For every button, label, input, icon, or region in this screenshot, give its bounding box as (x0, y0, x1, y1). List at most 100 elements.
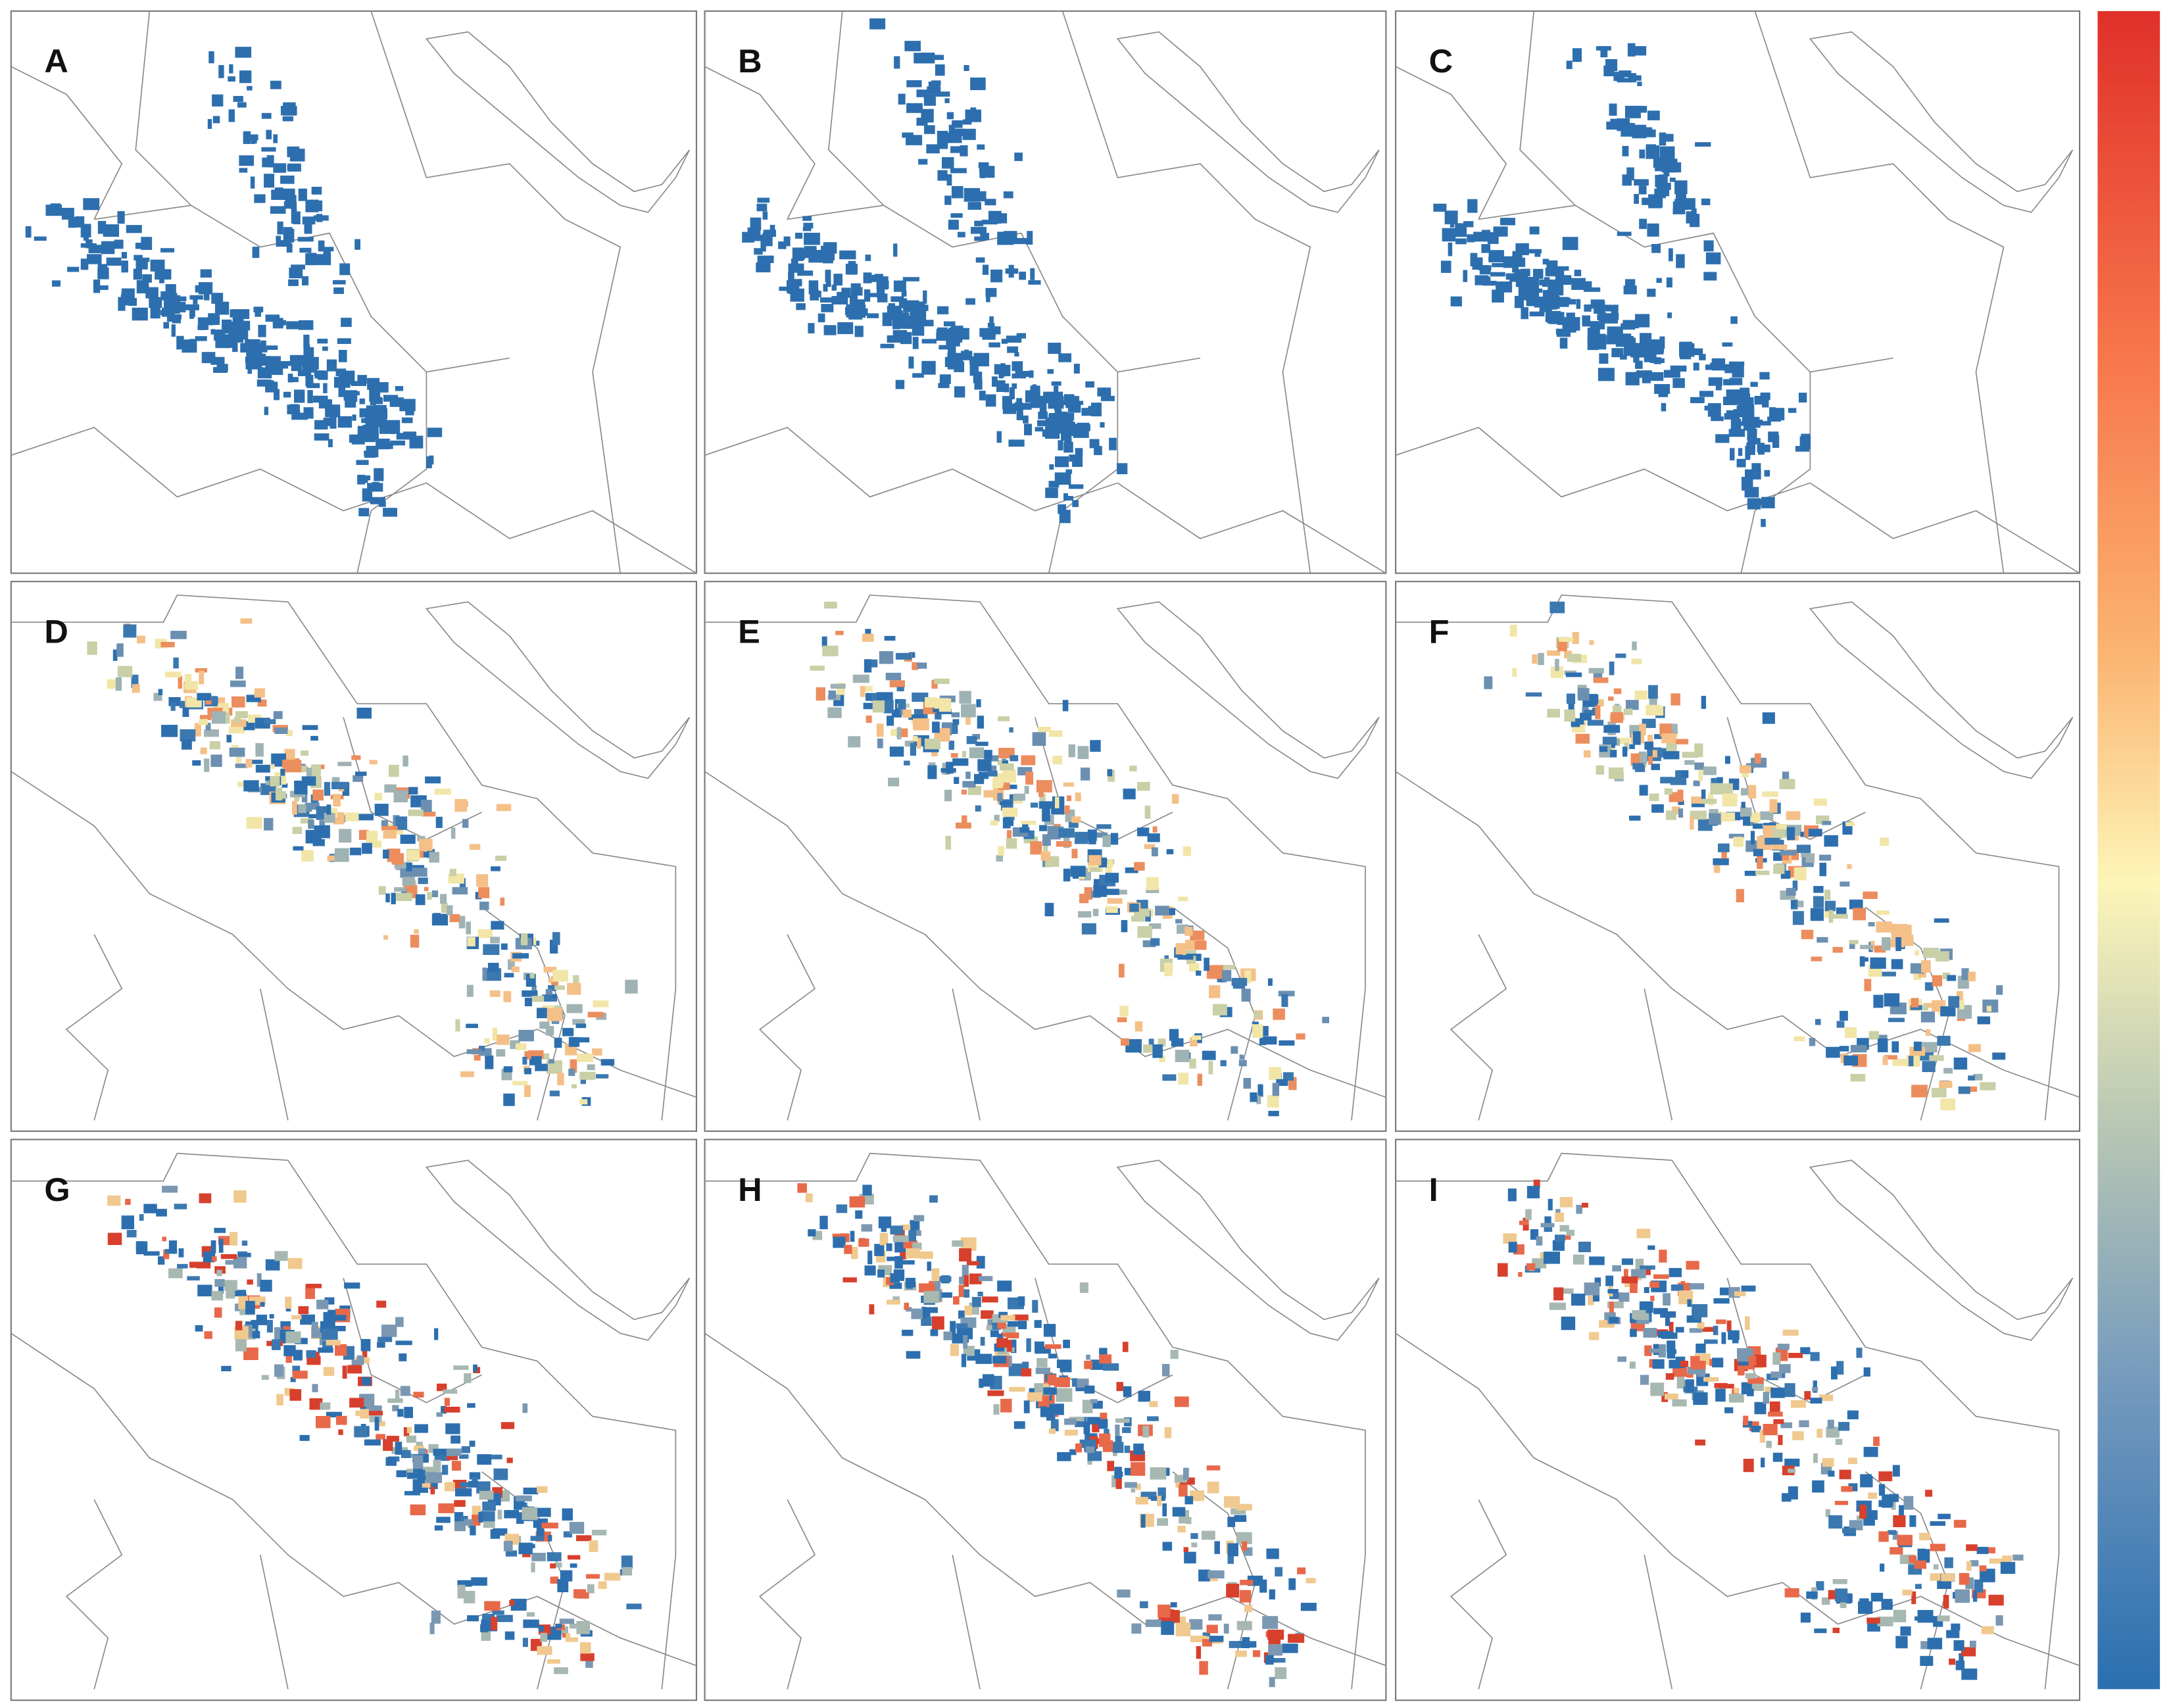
habitat-patch (1786, 888, 1796, 896)
habitat-patch (567, 983, 581, 995)
habitat-patch (1659, 134, 1674, 142)
habitat-patch (1115, 1436, 1122, 1448)
habitat-patch (433, 1328, 439, 1340)
habitat-patch (890, 1225, 904, 1235)
habitat-patch (1769, 407, 1776, 418)
panel-frame (704, 1138, 1387, 1701)
habitat-patch (225, 712, 230, 724)
habitat-patch (931, 1268, 940, 1282)
habitat-patch (360, 1338, 371, 1352)
habitat-patch (1013, 1314, 1029, 1321)
habitat-patch (245, 759, 253, 768)
habitat-patch (1647, 735, 1653, 747)
habitat-patch (315, 1416, 331, 1428)
habitat-patch (1014, 152, 1023, 161)
habitat-patch (1703, 1339, 1718, 1344)
habitat-patch (959, 1248, 972, 1262)
habitat-patch (994, 326, 1001, 335)
habitat-patch (121, 260, 128, 273)
habitat-patch (1163, 1467, 1170, 1476)
habitat-patch (935, 91, 950, 97)
habitat-patch (965, 298, 975, 305)
habitat-patch (1501, 256, 1515, 262)
habitat-patch (959, 691, 971, 704)
habitat-patch (500, 897, 505, 906)
habitat-patch (274, 1364, 283, 1377)
habitat-patch (155, 271, 172, 280)
habitat-patch (1032, 732, 1046, 746)
habitat-patch (1703, 766, 1717, 775)
habitat-patch (460, 1071, 474, 1077)
habitat-patch (1800, 1612, 1811, 1623)
habitat-patch (1640, 1375, 1649, 1385)
habitat-patch (493, 1528, 508, 1536)
habitat-patch (1792, 911, 1804, 925)
habitat-patch (935, 1276, 952, 1282)
habitat-patch (459, 1454, 469, 1459)
habitat-patch (1656, 183, 1670, 197)
habitat-patch (950, 753, 958, 758)
habitat-patch (901, 290, 907, 297)
habitat-patch (529, 1056, 542, 1065)
habitat-patch (898, 93, 906, 105)
habitat-patch (1884, 1055, 1897, 1060)
habitat-patch (1146, 888, 1159, 893)
habitat-patch (996, 1338, 1008, 1348)
habitat-patch (1583, 750, 1591, 758)
habitat-patch (1751, 463, 1761, 471)
habitat-patch (1484, 676, 1493, 689)
habitat-patch (1761, 519, 1766, 527)
habitat-patch (308, 814, 317, 819)
habitat-patch (1701, 789, 1706, 800)
habitat-patch (1084, 1385, 1095, 1394)
habitat-patch (1206, 1465, 1221, 1471)
habitat-patch (1776, 824, 1787, 829)
habitat-patch (979, 391, 986, 401)
habitat-patch (1674, 180, 1688, 195)
habitat-patch (1090, 740, 1101, 752)
habitat-patch (864, 659, 872, 673)
habitat-patch (1876, 921, 1892, 933)
habitat-patch (345, 396, 358, 402)
habitat-patch (1647, 288, 1656, 297)
habitat-patch (301, 850, 314, 862)
habitat-patch (160, 641, 175, 648)
habitat-patch (626, 1603, 642, 1609)
habitat-patch (801, 251, 809, 257)
habitat-patch (1574, 270, 1582, 276)
habitat-patch (1007, 346, 1018, 353)
habitat-patch (1231, 1046, 1238, 1054)
habitat-patch (917, 737, 921, 749)
habitat-patch (230, 1232, 238, 1246)
habitat-patch (988, 342, 1000, 348)
habitat-patch (1981, 1626, 1994, 1634)
habitat-patch (1186, 1517, 1192, 1525)
habitat-patch (1605, 1275, 1614, 1286)
habitat-patch (1942, 972, 1951, 980)
habitat-patch (396, 433, 412, 440)
habitat-patch (1075, 448, 1083, 456)
habitat-patch (192, 760, 201, 766)
habitat-patch (218, 1238, 224, 1253)
habitat-patch (1695, 1439, 1706, 1446)
habitat-patch (1920, 1012, 1936, 1023)
habitat-patch (1669, 1267, 1682, 1277)
habitat-patch (1880, 837, 1889, 846)
habitat-patch (884, 635, 896, 641)
habitat-patch (1179, 1477, 1195, 1485)
habitat-patch (531, 1553, 546, 1561)
habitat-patch (1616, 737, 1630, 744)
habitat-patch (985, 199, 996, 206)
habitat-patch (1663, 751, 1680, 760)
habitat-patch (266, 130, 272, 139)
habitat-patch (457, 1584, 466, 1599)
habitat-patch (1859, 1598, 1869, 1603)
habitat-patch (325, 404, 341, 418)
habitat-patch (954, 777, 960, 784)
habitat-patch (235, 666, 244, 679)
habitat-patch (1045, 417, 1051, 426)
habitat-patch (1663, 370, 1680, 378)
habitat-patch (1048, 349, 1061, 354)
habitat-patch (1753, 1354, 1767, 1367)
habitat-patch (1054, 424, 1067, 434)
